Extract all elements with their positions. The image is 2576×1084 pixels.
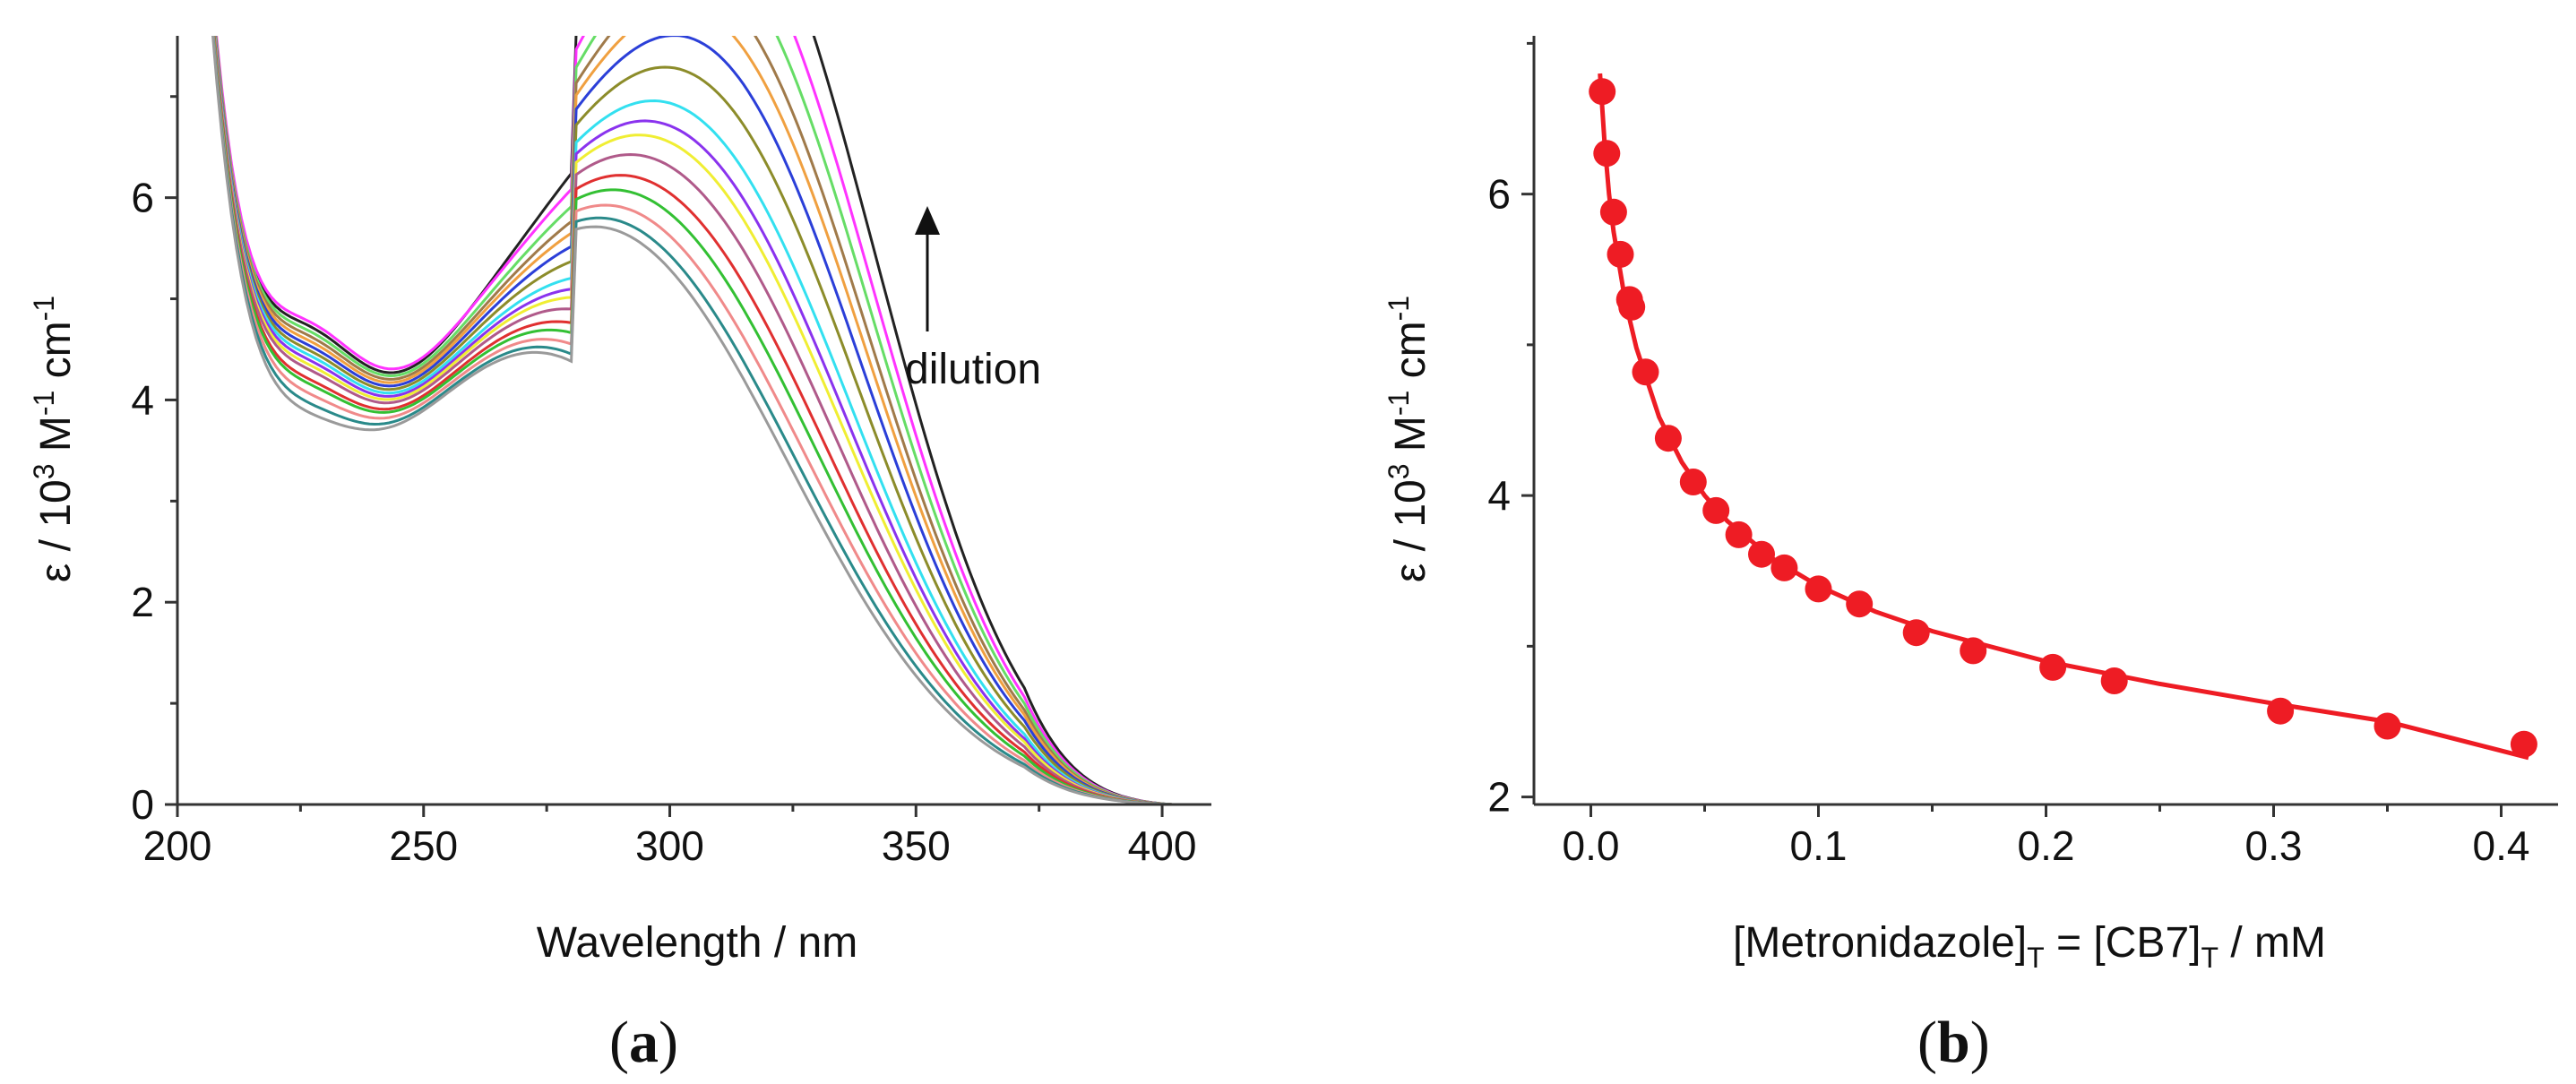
panel-a-y-tick-label: 4 [131,376,154,423]
panel-a-y-tick-label: 6 [131,175,154,221]
data-point [2039,653,2067,681]
spectrum-line-s8 [213,36,1211,804]
data-point [1599,198,1627,226]
panel-b-ticks: 0.0 0.1 0.2 0.3 0.4 2 4 6 [1487,41,2530,869]
dilution-annotation: dilution [905,346,1041,393]
panel-b-x-tick-label: 0.2 [2018,822,2075,869]
panel-a-series-group [211,36,1211,804]
panel-b-y-tick-label: 2 [1487,774,1511,821]
spectrum-line-s15 [211,36,1211,804]
panel-b-label: (b) [1917,1010,1990,1075]
data-point [1846,590,1874,618]
panel-a-ticks: 200 250 300 350 400 0 2 4 6 [131,95,1197,869]
panel-b-chart: 0.0 0.1 0.2 0.3 0.4 2 4 6 [Metronidazole]T = [C… [1383,36,2558,1075]
panel-b-x-tick-label: 0.0 [1563,822,1620,869]
panel-b-y-tick-label: 6 [1487,171,1511,218]
spectrum-line-s10 [213,36,1211,804]
panel-b-fit-curve [1598,73,2529,761]
data-point [1679,469,1707,495]
data-point [1805,575,1832,603]
spectrum-line-s9 [213,36,1211,804]
panel-a-x-tick-label: 350 [882,822,951,869]
panel-b-x-tick-label: 0.3 [2245,822,2303,869]
data-point [1593,140,1621,168]
panel-a-y-tick-label: 0 [131,781,154,828]
panel-a-x-tick-label: 300 [635,822,704,869]
spectrum-line-s4 [214,36,1211,804]
panel-b-y-tick-label: 4 [1487,472,1511,519]
panel-a-label: (a) [609,1010,678,1075]
dilution-arrow-head [915,206,940,235]
spectrum-line-s11 [212,36,1211,804]
data-point [1770,554,1798,581]
panel-b-x-tick-label: 0.1 [1790,822,1848,869]
panel-a-y-axis-title: ε / 103 M-1 cm-1 [28,296,80,582]
data-point [1654,425,1682,452]
spectrum-line-s1 [214,36,1211,804]
panel-a-chart: 200 250 300 350 400 0 2 4 6 dilution Wavelength … [28,36,1211,1075]
panel-b-y-axis-title: ε / 103 M-1 cm-1 [1383,296,1434,582]
panel-b-data-points [1589,78,2537,758]
data-point [2510,730,2537,758]
spectrum-line-s14 [211,36,1211,804]
data-point [1960,637,1987,665]
data-point [1725,520,1753,548]
spectrum-line-s3 [214,36,1211,804]
spectrum-line-s13 [212,36,1211,804]
panel-a-axes [176,36,1211,806]
spectrum-line-s2 [215,36,1211,804]
data-point [2100,667,2128,694]
data-point [1589,78,1616,106]
spectrum-line-s12 [212,36,1211,804]
spectrum-line-s7 [213,36,1211,804]
data-point [1607,240,1634,268]
panel-b-x-tick-label: 0.4 [2473,822,2530,869]
data-point [1748,540,1775,568]
panel-a-x-tick-label: 250 [389,822,458,869]
panel-b-axes [1532,36,2558,806]
panel-a-x-tick-label: 200 [143,822,212,869]
data-point [1902,619,1930,647]
panel-a-x-axis-title: Wavelength / nm [537,919,857,967]
data-point [2374,712,2401,740]
data-point [1702,496,1730,524]
spectrum-line-s6 [213,36,1211,804]
data-point [2267,697,2295,725]
panel-a-y-tick-label: 2 [131,579,154,625]
data-point [1618,293,1646,321]
spectrum-line-s16 [211,36,1211,804]
data-point [1632,358,1659,386]
panel-a-x-tick-label: 400 [1128,822,1197,869]
spectrum-line-s5 [214,36,1211,804]
panel-b-x-axis-title: [Metronidazole]T = [CB7]T / mM [1733,919,2326,974]
